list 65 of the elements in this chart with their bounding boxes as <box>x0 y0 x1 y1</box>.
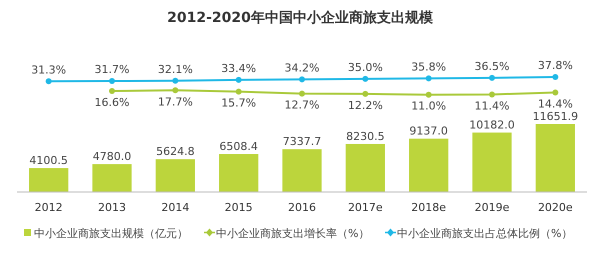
point <box>172 87 178 94</box>
bar <box>536 124 575 192</box>
bar <box>346 144 385 192</box>
x-tick-label: 2012 <box>34 201 63 214</box>
data-label: 6508.4 <box>219 140 258 154</box>
data-label: 11651.9 <box>532 110 578 123</box>
data-label: 7337.7 <box>282 135 322 148</box>
chart-title: 2012-2020年中国中小企业商旅支出规模 <box>167 9 434 26</box>
point <box>236 88 242 95</box>
data-label: 15.7% <box>221 96 256 110</box>
x-tick-label: 2015 <box>224 201 253 214</box>
point <box>46 78 52 84</box>
x-tick-label: 2013 <box>98 201 126 214</box>
point <box>172 78 178 84</box>
data-label: 4780.0 <box>92 150 132 164</box>
bar <box>472 132 512 192</box>
x-tick-label: 2019e <box>474 201 510 214</box>
data-label: 32.1% <box>158 62 193 76</box>
x-tick-label: 2017e <box>348 201 383 214</box>
data-label: 35.0% <box>348 60 383 74</box>
data-label: 8230.5 <box>346 130 385 143</box>
point <box>109 78 115 84</box>
data-label: 33.4% <box>221 62 256 75</box>
point <box>489 74 495 81</box>
legend-label: 中小企业商旅支出增长率（%） <box>216 227 370 240</box>
point <box>299 76 305 82</box>
bar <box>156 159 195 192</box>
data-label: 11.0% <box>411 100 446 113</box>
data-label: 5624.8 <box>156 145 195 158</box>
data-label: 31.3% <box>31 63 66 76</box>
data-label: 14.4% <box>538 97 573 110</box>
data-label: 35.8% <box>411 60 446 74</box>
x-tick-label: 2016 <box>288 201 316 214</box>
bar <box>282 149 322 192</box>
bar <box>29 168 68 192</box>
bar <box>409 138 448 192</box>
data-label: 9137.0 <box>409 124 448 138</box>
data-label: 10182.0 <box>469 118 515 132</box>
point <box>552 89 558 96</box>
point <box>362 90 368 97</box>
legend-label: 中小企业商旅支出规模（亿元） <box>34 227 188 240</box>
point <box>236 76 242 83</box>
data-label: 37.8% <box>538 59 573 72</box>
x-tick-label: 2020e <box>538 201 573 214</box>
data-label: 17.7% <box>158 95 193 108</box>
data-label: 4100.5 <box>29 154 68 168</box>
data-label: 36.5% <box>474 60 510 73</box>
data-label: 31.7% <box>94 63 130 76</box>
data-label: 11.4% <box>474 99 510 112</box>
legend-label: 中小企业商旅支出占总体比例（%） <box>397 227 572 240</box>
x-tick-label: 2018e <box>411 201 446 214</box>
point <box>426 75 432 82</box>
point <box>109 88 115 94</box>
bar <box>219 154 258 192</box>
point <box>299 90 305 97</box>
bar <box>92 164 132 192</box>
data-label: 12.7% <box>284 98 320 112</box>
data-label: 12.2% <box>348 98 383 112</box>
point <box>426 92 432 98</box>
data-label: 16.6% <box>94 96 130 110</box>
x-tick-label: 2014 <box>161 201 190 214</box>
point <box>552 74 558 80</box>
data-label: 34.2% <box>284 61 320 74</box>
point <box>362 76 368 82</box>
point <box>489 91 495 98</box>
